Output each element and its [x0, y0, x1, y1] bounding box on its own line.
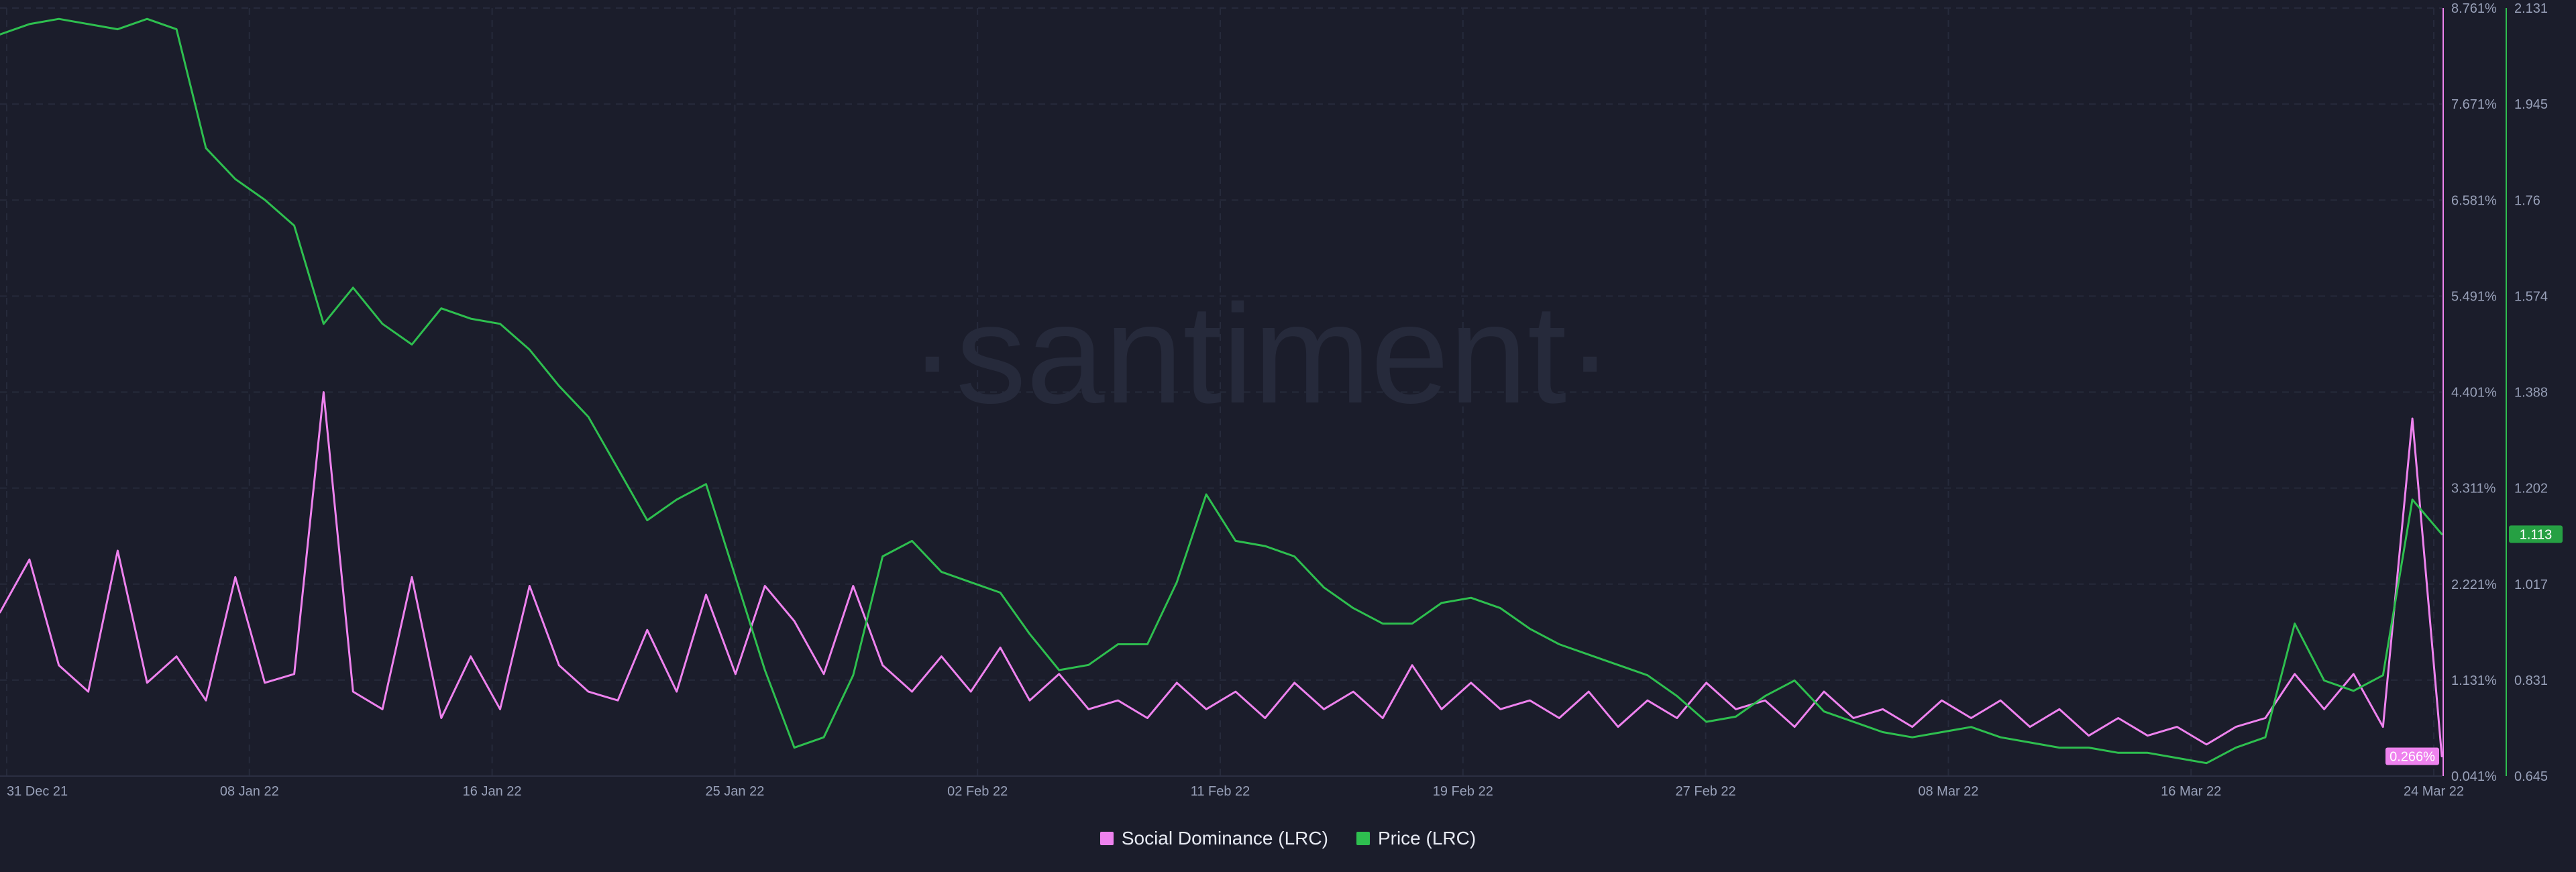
legend-label-social-dominance: Social Dominance (LRC) — [1121, 828, 1328, 849]
x-tick-label: 08 Jan 22 — [220, 784, 279, 799]
x-tick-label: 27 Feb 22 — [1676, 784, 1736, 799]
y-tick-label-price: 1.574 — [2514, 289, 2548, 304]
x-tick-label: 19 Feb 22 — [1433, 784, 1493, 799]
x-tick-label: 16 Mar 22 — [2161, 784, 2221, 799]
x-tick-label: 31 Dec 21 — [7, 784, 68, 799]
current-value-badge-social-bg — [2385, 747, 2439, 765]
x-tick-label: 16 Jan 22 — [463, 784, 522, 799]
x-tick-label: 25 Jan 22 — [705, 784, 764, 799]
legend-item-price[interactable]: Price (LRC) — [1356, 828, 1476, 849]
y-tick-label-social: 8.761% — [2451, 1, 2497, 16]
y-tick-label-price: 1.017 — [2514, 578, 2548, 592]
axes: 8.761% 2.131 7.671% 1.945 6.581% 1.76 5.491% 1.… — [0, 1, 2563, 799]
y-tick-label-social: 3.311% — [2451, 482, 2496, 496]
series-line-price — [0, 17, 2443, 765]
current-value-badge-price-bg — [2509, 525, 2563, 543]
y-tick-label-social: 2.221% — [2451, 578, 2497, 592]
legend-swatch-price — [1356, 832, 1370, 845]
y-tick-label-price: 2.131 — [2514, 1, 2548, 16]
series-line-social-dominance — [0, 391, 2443, 757]
x-tick-label: 24 Mar 22 — [2404, 784, 2464, 799]
x-tick-label: 11 Feb 22 — [1191, 784, 1250, 799]
y-tick-label-social: 1.131% — [2451, 673, 2497, 688]
y-tick-label-social: 5.491% — [2451, 289, 2497, 304]
legend: Social Dominance (LRC) Price (LRC) — [0, 824, 2576, 853]
y-tick-label-price: 1.76 — [2514, 193, 2540, 208]
y-tick-label-social: 6.581% — [2451, 193, 2497, 208]
y-tick-label-price: 1.388 — [2514, 386, 2548, 400]
y-tick-label-price: 1.945 — [2514, 97, 2548, 112]
legend-label-price: Price (LRC) — [1377, 828, 1477, 849]
y-tick-label-price: 0.645 — [2514, 769, 2548, 784]
y-tick-label-social: 7.671% — [2451, 97, 2497, 112]
legend-item-social-dominance[interactable]: Social Dominance (LRC) — [1099, 828, 1328, 849]
watermark: ·santiment· — [909, 275, 1613, 433]
y-tick-label-social: 4.401% — [2451, 386, 2497, 400]
y-tick-label-price: 0.831 — [2514, 673, 2548, 688]
y-tick-label-social: 0.041% — [2451, 769, 2497, 784]
current-value-badge-price: 1.113 — [2520, 527, 2553, 542]
series-layer — [0, 17, 2443, 765]
x-tick-label: 02 Feb 22 — [947, 784, 1008, 799]
x-tick-label: 08 Mar 22 — [1918, 784, 1978, 799]
y-tick-label-price: 1.202 — [2514, 482, 2548, 496]
legend-swatch-social-dominance — [1099, 832, 1114, 845]
current-value-badge-social: 0.266% — [2390, 749, 2435, 764]
